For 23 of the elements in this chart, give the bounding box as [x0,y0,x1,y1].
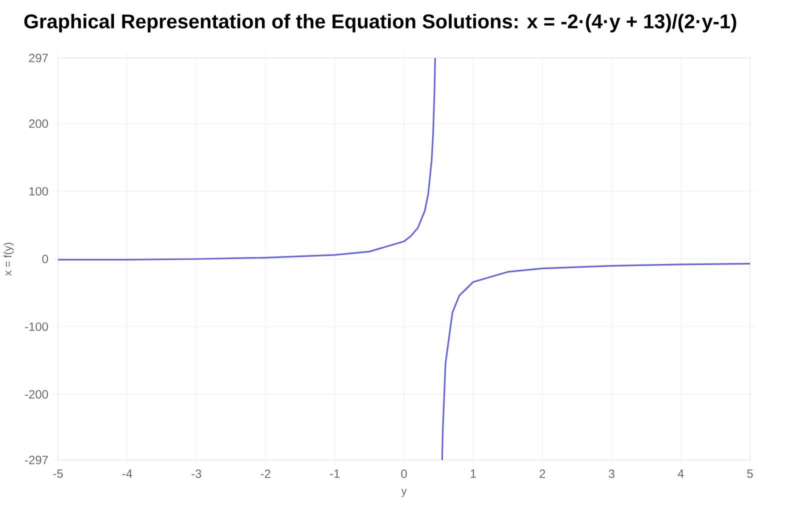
x-tick-label: -3 [192,470,202,478]
line-series [58,58,436,260]
y-tick-label: 100 [29,187,48,196]
y-tick-label: -297 [25,456,48,464]
y-tick-label: -100 [25,322,48,331]
x-tick-label: 1 [470,470,476,478]
x-tick-label: 3 [608,470,614,478]
chart-title: Graphical Representation of the Equation Solutions: x = -2·(4·y + 13)/(2·y-1) [24,14,736,32]
y-tick-label: 200 [29,119,48,128]
x-axis-title: y [401,488,407,497]
x-tick-label: 2 [540,470,546,478]
y-axis-title: x = f(y) [4,242,14,276]
x-tick-label: -1 [330,470,340,478]
x-tick-label: -5 [53,470,63,478]
y-tick-label: 297 [29,54,48,62]
y-tick-label: 0 [42,254,48,264]
x-tick-label: -4 [122,470,132,478]
line-series [441,262,750,460]
x-tick-label: 0 [401,470,407,478]
x-tick-label: -2 [260,470,270,478]
y-tick-label: -200 [25,390,48,399]
x-tick-label: 5 [747,470,753,478]
x-tick-label: 4 [678,470,684,478]
